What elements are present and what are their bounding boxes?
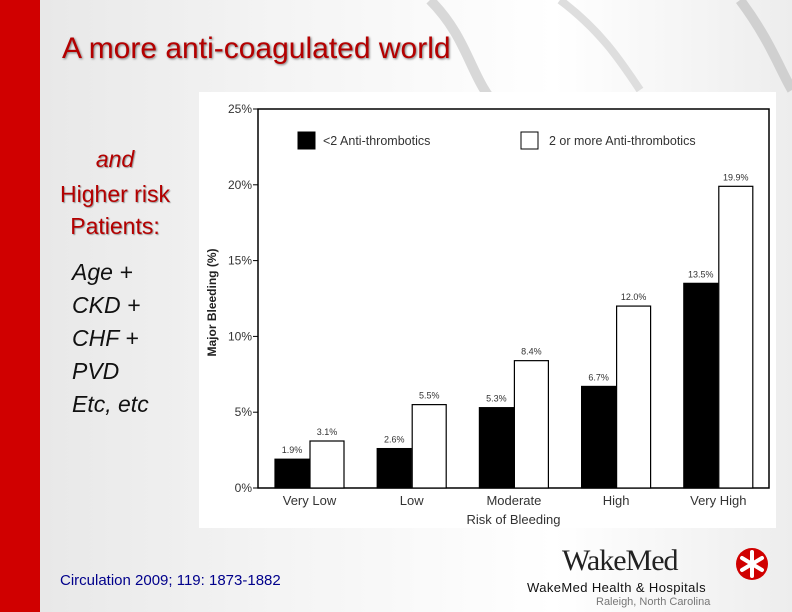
x-tick-label: Very High	[690, 493, 746, 508]
data-label: 5.3%	[486, 394, 507, 404]
data-label: 3.1%	[317, 427, 338, 437]
x-tick-label: High	[603, 493, 630, 508]
x-axis-label: Risk of Bleeding	[467, 512, 561, 527]
bar-lt2	[274, 458, 310, 489]
slide-title: A more anti-coagulated world	[62, 32, 451, 65]
subtitle-and: and	[95, 146, 135, 172]
y-tick-label: 25%	[228, 102, 252, 116]
data-label: 19.9%	[723, 172, 749, 182]
data-label: 12.0%	[621, 292, 647, 302]
bleeding-chart: 0% 5% 10% 15% 20% 25% Major Bleeding (%) 1.9% 3.…	[199, 92, 776, 528]
subtitle-higher-risk: Higher risk Patients:	[40, 178, 190, 242]
data-label: 5.5%	[419, 391, 440, 401]
wakemed-star-icon	[736, 548, 768, 580]
bar-2plus	[616, 305, 652, 489]
bar-2plus	[513, 360, 549, 489]
subtitle-line-1: Higher risk	[60, 181, 170, 207]
legend-swatch-lt2	[297, 131, 316, 150]
x-tick-label: Very Low	[283, 493, 337, 508]
y-axis-label: Major Bleeding (%)	[205, 248, 219, 356]
risk-factor-item: Age +	[72, 259, 133, 285]
y-tick-label: 10%	[228, 329, 252, 343]
bar-lt2	[683, 282, 719, 489]
data-label: 6.7%	[588, 372, 609, 382]
data-label: 1.9%	[282, 445, 303, 455]
bar-lt2	[376, 447, 412, 489]
y-tick-label: 15%	[228, 254, 252, 268]
bar-2plus	[411, 404, 447, 489]
risk-factor-item: CHF +	[72, 325, 139, 351]
y-tick-label: 5%	[235, 405, 253, 419]
legend-swatch-2plus	[520, 131, 539, 150]
y-tick-label: 0%	[235, 481, 253, 495]
red-side-bar	[0, 0, 40, 612]
org-location: Raleigh, North Carolina	[596, 596, 711, 608]
chart-canvas: 0% 5% 10% 15% 20% 25% Major Bleeding (%) 1.9% 3.…	[205, 102, 770, 527]
y-tick-label: 20%	[228, 178, 252, 192]
logo-wordmark: WakeMed	[562, 544, 679, 577]
legend-label-lt2: <2 Anti-thrombotics	[323, 134, 430, 148]
subtitle-line-2: Patients:	[70, 213, 160, 239]
bar-lt2	[581, 385, 617, 489]
x-tick-label: Low	[400, 493, 424, 508]
bar-lt2	[478, 407, 514, 489]
risk-factor-item: PVD	[72, 358, 120, 384]
data-label: 13.5%	[688, 269, 714, 279]
bar-2plus	[309, 440, 345, 489]
citation: Circulation 2009; 119: 1873-1882	[60, 572, 281, 589]
legend-label-2plus: 2 or more Anti-thrombotics	[549, 134, 696, 148]
risk-factor-list: Age + CKD + CHF + PVD Etc, etc	[72, 256, 149, 421]
risk-factor-item: Etc, etc	[72, 391, 149, 417]
risk-factor-item: CKD +	[72, 292, 141, 318]
x-tick-label: Moderate	[486, 493, 541, 508]
org-name: WakeMed Health & Hospitals	[527, 580, 706, 595]
data-label: 8.4%	[521, 347, 542, 357]
data-label: 2.6%	[384, 435, 405, 445]
bar-2plus	[718, 185, 754, 489]
